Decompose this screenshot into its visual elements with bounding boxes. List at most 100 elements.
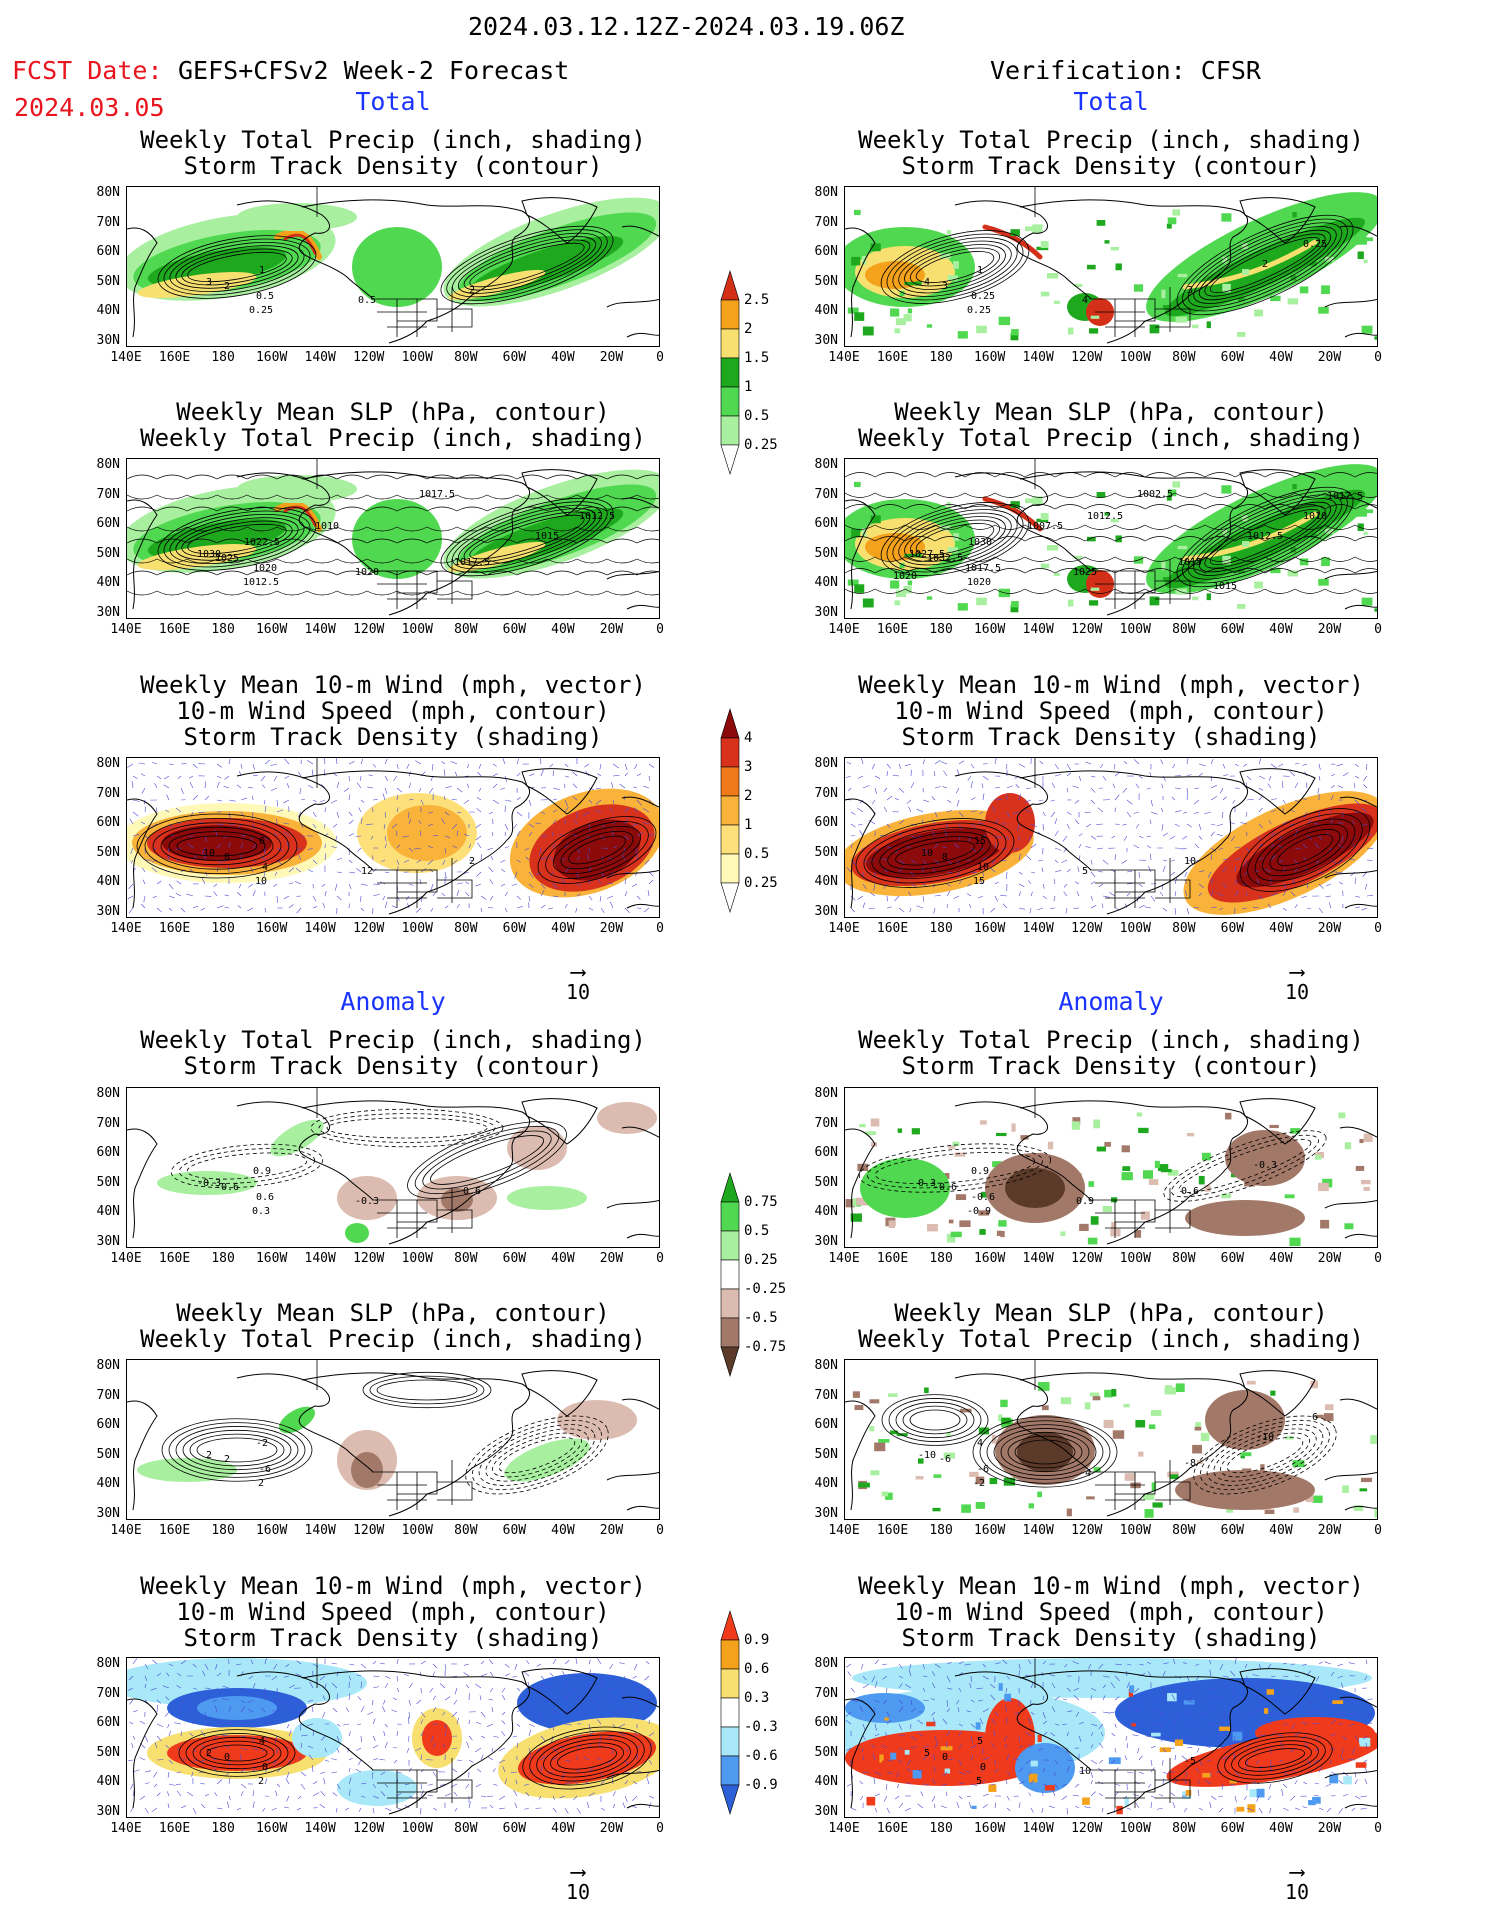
longitude-label: 160E: [876, 921, 909, 936]
latitude-label: 40N: [814, 1204, 838, 1219]
latitude-label: 70N: [96, 1115, 120, 1131]
contour-label: 15: [974, 836, 986, 847]
latitude-label: 30N: [96, 1803, 120, 1819]
colorbar-swatch: [720, 795, 740, 826]
latitude-label: 30N: [814, 903, 838, 919]
colorbar-precip-total: 2.5 2 1.5 1 0.5 0.25: [718, 269, 778, 479]
contour-label: 0.5: [256, 291, 274, 302]
map-canvas: 3 2 1 0.5 0.25 0.5 2: [127, 187, 659, 344]
longitude-label: 80W: [454, 1821, 478, 1836]
contour-label: 0.6: [463, 1186, 481, 1197]
colorbar-label: 1: [744, 817, 753, 833]
longitude-label: 20W: [1317, 1821, 1342, 1836]
longitude-label: 140E: [828, 1821, 860, 1836]
longitude-label: 120W: [353, 1251, 385, 1266]
map-fc-total-precip: 3 2 1 0.5 0.25 0.5 2 80N 70N 60N 50N 40N 30N 140E 160E…: [97, 185, 664, 365]
contour-label: 1020: [253, 563, 277, 574]
longitude-label: 100W: [401, 1821, 433, 1836]
colorbar-graphic: [720, 707, 740, 914]
latitude-label: 70N: [814, 1115, 838, 1131]
longitude-label: 140E: [828, 350, 860, 365]
map-frame: 10 8 6 4 10 12 2: [126, 757, 660, 918]
longitude-label: 0: [656, 921, 664, 936]
longitude-label: 40W: [1269, 1251, 1293, 1266]
longitude-label: 0: [1374, 622, 1382, 637]
longitude-label: 20W: [1317, 921, 1342, 936]
longitude-label: 160W: [973, 1821, 1006, 1836]
colorbar-label: 1.5: [744, 350, 770, 366]
contour-label: 0: [262, 1762, 268, 1773]
contour-label: 0.6: [256, 1192, 274, 1203]
latitude-label: 70N: [96, 1685, 120, 1701]
map-ver-total-slp: 1027.5 1032.5 1030 1017.5 1020 1025 1015 1012.5…: [815, 457, 1382, 637]
title-fc-total-precip: Weekly Total Precip (inch, shading) Storm…: [140, 126, 646, 180]
colorbar-swatch: [720, 1171, 740, 1203]
latitude-label: 40N: [96, 1774, 120, 1789]
contour-label: -10: [1256, 1432, 1274, 1443]
contour-label: 3: [206, 277, 212, 288]
map-canvas: 0.3-0.60.9-0.6-0.90.90.6-0.3: [845, 1088, 1377, 1247]
contour-label: 5: [976, 1776, 982, 1787]
colorbar-swatch: [720, 1288, 740, 1319]
longitude-label: 60W: [1220, 921, 1245, 936]
contour-label: -0.3: [355, 1196, 379, 1207]
colorbar-label: 0.75: [744, 1194, 778, 1210]
longitude-label: 160W: [973, 622, 1006, 637]
contour-label: 12: [361, 866, 373, 877]
contour-label: 2: [469, 285, 475, 296]
longitude-label: 0: [656, 350, 664, 365]
contour-label: 1017.5: [1327, 491, 1363, 502]
latitude-label: 60N: [96, 1715, 120, 1730]
verification-label: Verification: CFSR: [990, 56, 1261, 85]
latitude-label: 60N: [96, 516, 120, 531]
latitude-label: 70N: [96, 1387, 120, 1403]
longitude-label: 0: [656, 622, 664, 637]
longitude-label: 60W: [1220, 350, 1245, 365]
latitude-label: 30N: [814, 1505, 838, 1521]
colorbar-label: 0.3: [744, 1690, 770, 1706]
longitude-label: 0: [1374, 350, 1382, 365]
contour-label: 0.25: [971, 291, 995, 302]
map-ver-total-wind: 10 8 15 10 15 5 10 80N 70N 60N 50N 40N 30N 140E 160E 18…: [815, 756, 1382, 936]
colorbar-swatch: [720, 444, 740, 476]
colorbar-label: 1: [744, 379, 753, 395]
contour-label: -10: [918, 1450, 936, 1461]
section-total-right: Total: [1073, 87, 1149, 116]
longitude-label: 180: [929, 921, 953, 936]
colorbar-label: -0.25: [744, 1281, 787, 1297]
longitude-label: 160W: [255, 350, 288, 365]
latitude-label: 40N: [96, 575, 120, 590]
longitude-label: 40W: [1269, 1821, 1293, 1836]
longitude-label: 180: [211, 921, 235, 936]
latitude-label: 40N: [814, 575, 838, 590]
map-fc-anom-slp: 2 2 -2 -6 2 80N 70N 60N 50N 40N 30N 140E 160E 180 160W…: [97, 1358, 664, 1538]
latitude-label: 70N: [814, 486, 838, 502]
contour-label: 1010: [315, 521, 339, 532]
contour-label: 0.9: [971, 1166, 989, 1177]
longitude-label: 160E: [158, 1523, 191, 1538]
longitude-label: 100W: [1119, 622, 1151, 637]
contour-label: 0.3: [252, 1206, 270, 1217]
latitude-label: 80N: [96, 185, 120, 200]
longitude-label: 60W: [502, 350, 527, 365]
contour-label: 1022.5: [244, 537, 280, 548]
longitude-label: 60W: [502, 622, 527, 637]
longitude-label: 160W: [973, 1251, 1006, 1266]
latitude-label: 60N: [96, 815, 120, 830]
title-ver-total-wind: Weekly Mean 10-m Wind (mph, vector) 10-m …: [858, 671, 1364, 751]
longitude-label: 160E: [158, 622, 191, 637]
longitude-label: 120W: [353, 1523, 385, 1538]
contour-label: 0.25: [1303, 239, 1327, 250]
latitude-label: 80N: [96, 756, 120, 771]
map-fc-total-slp: 1030 1025 1022.5 1020 1012.5 1020 1017.5 1015 10…: [97, 457, 664, 637]
contour-label: 0.9: [253, 1166, 271, 1177]
longitude-label: 180: [211, 350, 235, 365]
period-title: 2024.03.12.12Z-2024.03.19.06Z: [468, 12, 905, 41]
longitude-label: 40W: [551, 1821, 575, 1836]
colorbar-swatch: [720, 299, 740, 330]
reference-vector-fc-total: ⟶ 10: [565, 960, 591, 1005]
contour-label: -2: [973, 1478, 985, 1489]
contour-label: 10: [1184, 856, 1196, 867]
contour-label: 0.3: [918, 1178, 936, 1189]
